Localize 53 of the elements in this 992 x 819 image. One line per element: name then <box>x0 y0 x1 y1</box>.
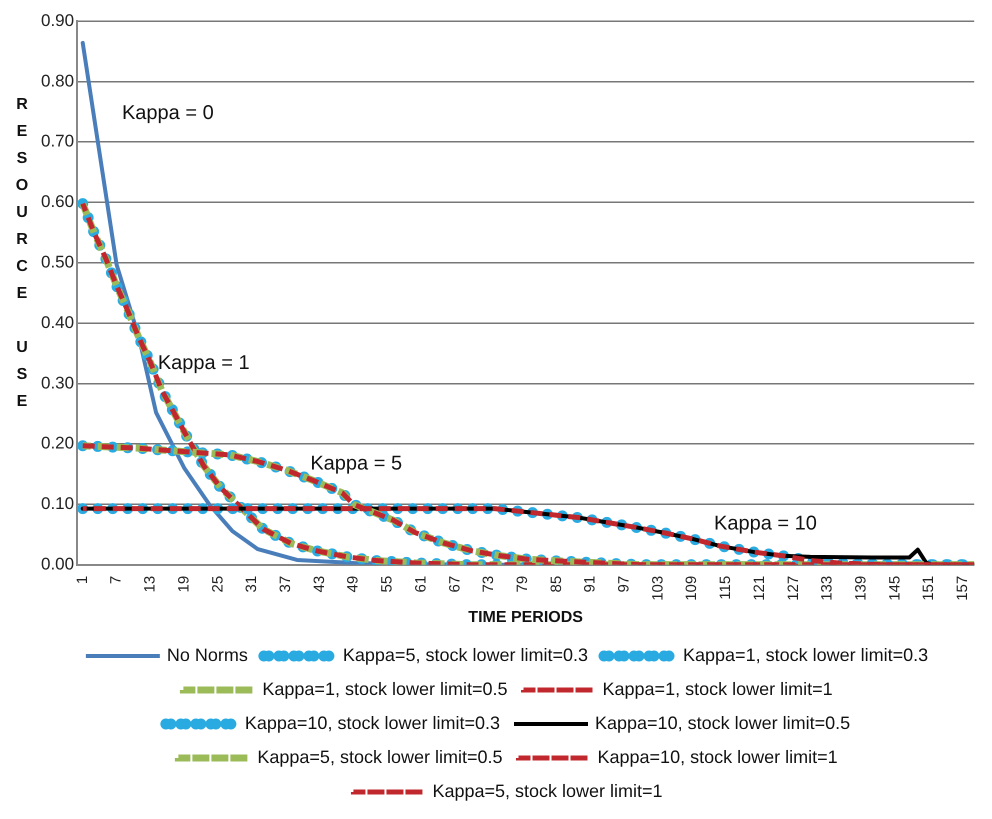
legend-label: Kappa=10, stock lower limit=0.5 <box>595 712 850 733</box>
y-tick-label: 0.50 <box>40 252 74 272</box>
legend-label: Kappa=10, stock lower limit=0.3 <box>244 712 500 733</box>
y-tick-label: 0.20 <box>40 434 74 453</box>
x-tick-label: 19 <box>175 576 192 592</box>
legend-label: Kappa=5, stock lower limit=1 <box>432 780 663 801</box>
x-tick-label: 109 <box>683 576 700 601</box>
annotation: Kappa = 0 <box>122 102 214 124</box>
x-tick-label: 139 <box>852 576 870 601</box>
x-tick-label: 91 <box>582 576 599 592</box>
x-tick-label: 55 <box>378 576 396 592</box>
x-tick-label: 151 <box>920 576 938 601</box>
annotation: Kappa = 10 <box>714 512 817 535</box>
x-tick-label: 67 <box>446 576 464 592</box>
x-tick-label: 103 <box>649 576 666 601</box>
x-tick-label: 13 <box>142 576 159 592</box>
legend-label: Kappa=1, stock lower limit=0.3 <box>683 644 928 665</box>
x-tick-label: 79 <box>514 576 531 592</box>
x-tick-label: 25 <box>209 576 226 592</box>
x-tick-label: 43 <box>310 576 328 592</box>
x-tick-label: 7 <box>108 576 125 584</box>
x-axis-title: TIME PERIODS <box>468 608 584 626</box>
x-tick-label: 115 <box>717 576 734 600</box>
x-tick-label: 121 <box>750 576 768 601</box>
x-tick-label: 85 <box>548 576 565 592</box>
annotation: Kappa = 1 <box>158 352 250 374</box>
x-tick-label: 145 <box>886 576 904 601</box>
text: RESOURCE USE <box>16 96 28 410</box>
legend-label: Kappa=5, stock lower limit=0.5 <box>257 746 503 767</box>
y-tick-label: 0.70 <box>40 132 74 151</box>
x-tick-label: 37 <box>276 576 294 592</box>
legend-label: No Norms <box>166 644 248 665</box>
y-tick-label: 0.10 <box>40 494 74 514</box>
legend-label: Kappa=10, stock lower limit=1 <box>598 746 838 767</box>
y-tick-label: 0.30 <box>40 373 74 392</box>
annotation: Kappa = 5 <box>310 452 402 475</box>
legend-label: Kappa=1, stock lower limit=0.5 <box>262 678 508 699</box>
x-tick-label: 133 <box>818 576 836 601</box>
x-tick-label: 61 <box>412 576 430 592</box>
y-tick-label: 0.90 <box>40 10 74 30</box>
x-tick-label: 157 <box>954 576 972 601</box>
x-tick-label: 49 <box>344 576 362 592</box>
legend-label: Kappa=5, stock lower limit=0.3 <box>342 644 588 665</box>
y-tick-label: 0.80 <box>40 71 74 90</box>
y-tick-label: 0.00 <box>40 554 74 574</box>
x-tick-label: 31 <box>243 576 260 592</box>
x-tick-label: 97 <box>616 576 633 592</box>
x-tick-label: 127 <box>784 576 802 601</box>
y-tick-label: 0.40 <box>40 312 74 332</box>
legend-label: Kappa=1, stock lower limit=1 <box>602 678 833 699</box>
x-tick-label: 73 <box>480 576 498 592</box>
y-tick-label: 0.60 <box>40 192 74 212</box>
x-tick-label: 1 <box>74 576 91 584</box>
